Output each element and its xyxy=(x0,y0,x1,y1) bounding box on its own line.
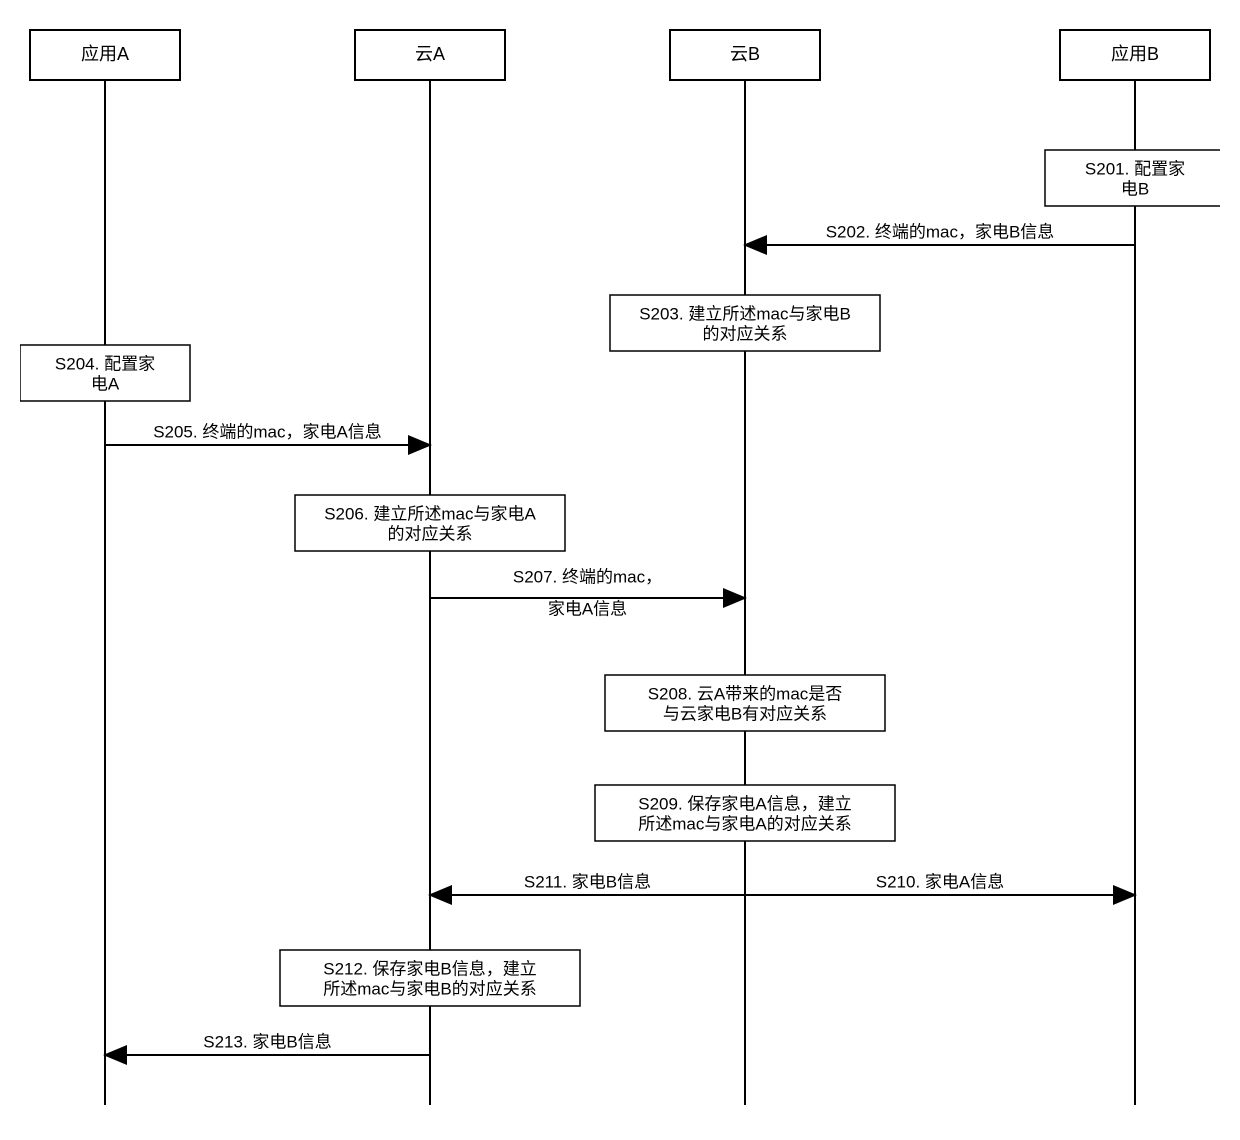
message-label-s202-0: S202. 终端的mac，家电B信息 xyxy=(826,222,1055,241)
note-label-s208-0: S208. 云A带来的mac是否 xyxy=(648,684,843,703)
message-label-s207-1: 家电A信息 xyxy=(548,599,627,618)
note-label-s208-1: 与云家电B有对应关系 xyxy=(663,704,827,723)
note-label-s206-0: S206. 建立所述mac与家电A xyxy=(324,504,536,523)
note-label-s209-0: S209. 保存家电A信息，建立 xyxy=(638,794,852,813)
message-label-s205-0: S205. 终端的mac，家电A信息 xyxy=(153,422,382,441)
note-label-s203-1: 的对应关系 xyxy=(703,324,788,343)
participant-label-appA: 应用A xyxy=(81,44,129,64)
note-label-s203-0: S203. 建立所述mac与家电B xyxy=(639,304,851,323)
message-label-s207-0: S207. 终端的mac， xyxy=(513,567,662,586)
note-label-s209-1: 所述mac与家电A的对应关系 xyxy=(638,814,851,833)
message-label-s210-0: S210. 家电A信息 xyxy=(876,872,1005,891)
note-label-s201-1: 电B xyxy=(1121,179,1149,198)
sequence-diagram: 应用A 云A 云B 应用B S202. 终端的mac，家电B信息 S205. 终端的mac… xyxy=(20,20,1220,1120)
note-label-s206-1: 的对应关系 xyxy=(388,524,473,543)
note-label-s204-1: 电A xyxy=(91,374,120,393)
message-label-s213-0: S213. 家电B信息 xyxy=(203,1032,332,1051)
note-label-s204-0: S204. 配置家 xyxy=(55,354,155,373)
participant-label-cloudA: 云A xyxy=(415,44,445,64)
participant-label-cloudB: 云B xyxy=(730,44,760,64)
note-label-s201-0: S201. 配置家 xyxy=(1085,159,1185,178)
participant-label-appB: 应用B xyxy=(1111,44,1159,64)
note-label-s212-1: 所述mac与家电B的对应关系 xyxy=(323,979,536,998)
message-label-s211-0: S211. 家电B信息 xyxy=(524,872,651,891)
note-label-s212-0: S212. 保存家电B信息，建立 xyxy=(323,959,537,978)
